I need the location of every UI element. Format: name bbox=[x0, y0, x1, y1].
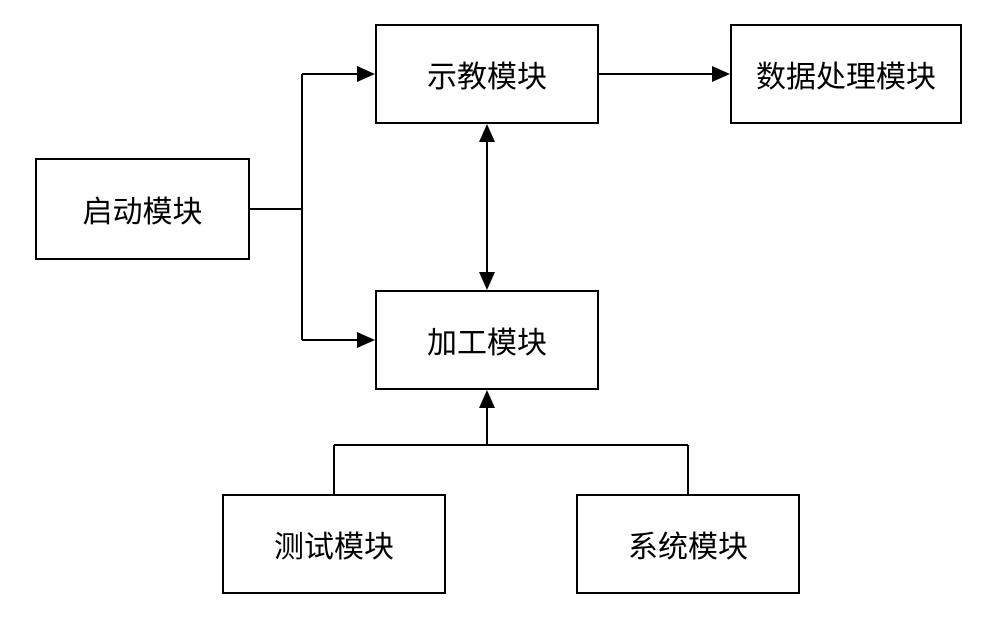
arrow-layer bbox=[0, 0, 1000, 632]
